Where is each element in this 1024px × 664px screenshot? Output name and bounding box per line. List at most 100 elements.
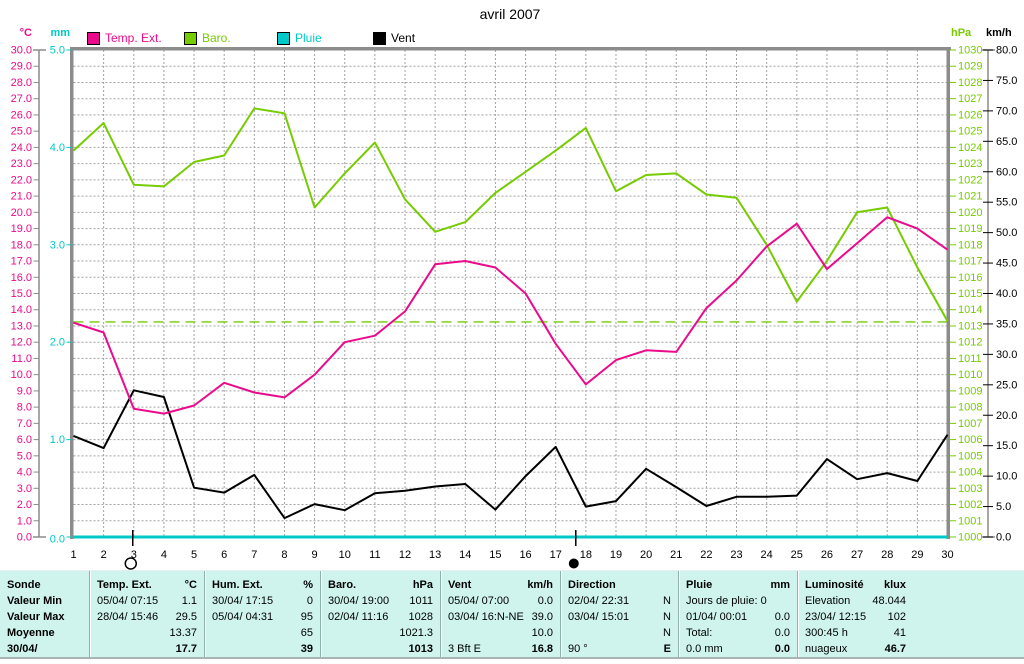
baro-tick-label: 1026 xyxy=(958,109,982,121)
wind-tick-label: 80.0 xyxy=(996,45,1017,57)
day-tick-label: 19 xyxy=(610,549,622,561)
stats-row-label: Sonde xyxy=(7,579,41,591)
day-tick-label: 18 xyxy=(580,549,592,561)
rain-tick-label: 4.0 xyxy=(50,142,65,154)
stats-col-header: Vent km/h xyxy=(448,579,553,591)
stats-cell: 23/04/ 12:15 102 xyxy=(805,611,906,623)
stats-label-column: Sonde Valeur Min Valeur Max Moyenne 30/04/ xyxy=(0,571,89,657)
gridlines xyxy=(73,50,948,537)
day-tick-label: 3 xyxy=(131,549,137,561)
temp-tick-label: 13.0 xyxy=(11,320,32,332)
baro-tick-label: 1002 xyxy=(958,499,982,511)
day-tick-label: 14 xyxy=(459,549,471,561)
wind-tick-label: 65.0 xyxy=(996,136,1017,148)
temp-tick-label: 14.0 xyxy=(11,304,32,316)
day-tick-label: 29 xyxy=(911,549,923,561)
stats-row-label: Moyenne xyxy=(7,627,55,639)
legend-label-temp: Temp. Ext. xyxy=(105,31,162,45)
stats-cell: N xyxy=(663,627,671,639)
day-tick-label: 16 xyxy=(519,549,531,561)
wind-tick-label: 50.0 xyxy=(996,227,1017,239)
stats-column-hum-ext: Hum. Ext.% 30/04/ 17:15 0 05/04/ 04:31 95 65 3… xyxy=(204,571,320,657)
day-tick-label: 22 xyxy=(700,549,712,561)
baro-tick-label: 1030 xyxy=(958,45,982,57)
stats-cell: Total: 0.0 xyxy=(686,627,790,639)
temp-tick-label: 20.0 xyxy=(11,207,32,219)
baro-tick-label: 1000 xyxy=(958,532,982,544)
day-tick-label: 25 xyxy=(791,549,803,561)
baro-tick-label: 1014 xyxy=(958,304,982,316)
stats-cell: 05/04/ 07:00 0.0 xyxy=(448,595,553,607)
baro-tick-label: 1018 xyxy=(958,239,982,251)
day-tick-label: 28 xyxy=(881,549,893,561)
baro-tick-label: 1007 xyxy=(958,418,982,430)
day-tick-label: 5 xyxy=(191,549,197,561)
temp-tick-label: 30.0 xyxy=(11,45,32,57)
day-tick-label: 6 xyxy=(221,549,227,561)
baro-tick-label: 1027 xyxy=(958,93,982,105)
wind-tick-label: 40.0 xyxy=(996,288,1017,300)
temp-tick-label: 6.0 xyxy=(17,434,32,446)
temp-tick-label: 7.0 xyxy=(17,418,32,430)
stats-cell: 3 Bft E 16.8 xyxy=(448,643,553,655)
legend-label-baro: Baro. xyxy=(202,31,231,45)
stats-col-header: Luminosité klux xyxy=(805,579,906,591)
day-tick-label: 8 xyxy=(281,549,287,561)
stats-cell: 28/04/ 15:46 29.5 xyxy=(97,611,197,623)
temp-tick-label: 22.0 xyxy=(11,174,32,186)
vent-series-swatch-icon xyxy=(373,31,386,45)
baro-axis-header: hPa xyxy=(951,27,972,39)
baro-tick-label: 1016 xyxy=(958,272,982,284)
wind-tick-label: 30.0 xyxy=(996,349,1017,361)
stats-col-header: Temp. Ext. °C xyxy=(97,579,197,591)
stats-cell: 90 ° E xyxy=(568,643,671,655)
baro-series-line xyxy=(72,107,949,322)
moon-phase-markers xyxy=(124,530,579,570)
stats-column-vent: Vent km/h 05/04/ 07:00 0.0 03/04/ 16:N-NE 39.… xyxy=(440,571,560,657)
stats-column-temp-ext: Temp. Ext. °C 05/04/ 07:15 1.1 28/04/ 15:46 2… xyxy=(89,571,204,657)
day-tick-label: 30 xyxy=(941,549,953,561)
stats-cell: 1013 xyxy=(408,643,433,655)
baro-series-swatch-icon xyxy=(184,31,197,45)
stats-cell: 1021.3 xyxy=(399,627,433,639)
temp-tick-label: 17.0 xyxy=(11,256,32,268)
stats-cell: 39 xyxy=(300,643,313,655)
stats-cell: 05/04/ 04:31 95 xyxy=(212,611,313,623)
day-tick-label: 9 xyxy=(312,549,318,561)
baro-tick-label: 1021 xyxy=(958,191,982,203)
temp-tick-label: 29.0 xyxy=(11,61,32,73)
day-tick-label: 1 xyxy=(70,549,76,561)
baro-tick-label: 1010 xyxy=(958,369,982,381)
wind-tick-label: 75.0 xyxy=(996,75,1017,87)
day-tick-label: 10 xyxy=(339,549,351,561)
rain-axis: 0.0 1.0 2.0 3.0 4.0 5.0 xyxy=(50,45,72,546)
chart-title: avril 2007 xyxy=(479,6,541,22)
stats-cell: 0.0 mm 0.0 xyxy=(686,643,790,655)
rain-tick-label: 2.0 xyxy=(50,337,65,349)
baro-tick-label: 1022 xyxy=(958,174,982,186)
temp-tick-label: 27.0 xyxy=(11,93,32,105)
stats-cell: 17.7 xyxy=(175,643,197,655)
baro-tick-label: 1005 xyxy=(958,450,982,462)
temp-tick-label: 3.0 xyxy=(17,483,32,495)
temp-tick-label: 26.0 xyxy=(11,109,32,121)
baro-tick-label: 1015 xyxy=(958,288,982,300)
temp-tick-label: 0.0 xyxy=(17,532,32,544)
stats-cell: 02/04/ 11:16 1028 xyxy=(328,611,433,623)
stats-cell: Jours de pluie: 0 xyxy=(686,595,767,607)
stats-table: Sonde Valeur Min Valeur Max Moyenne 30/04/Te… xyxy=(0,570,1024,659)
day-tick-label: 20 xyxy=(640,549,652,561)
day-tick-label: 26 xyxy=(821,549,833,561)
temp-tick-label: 12.0 xyxy=(11,337,32,349)
stats-cell: 03/04/ 15:01 N xyxy=(568,611,671,623)
pluie-series-swatch-icon xyxy=(277,31,290,45)
temp-tick-label: 25.0 xyxy=(11,126,32,138)
legend-item-pluie: Pluie xyxy=(277,31,322,45)
day-axis-labels: 1 2 3 4 5 6 7 8 9 10 11 12 13 14 15 16 17 18 19 20 21 22 23 24 2… xyxy=(70,549,953,561)
new-moon-icon xyxy=(568,558,579,569)
stats-col-header: Direction xyxy=(568,579,616,591)
stats-cell: 300:45 h 41 xyxy=(805,627,906,639)
baro-tick-label: 1019 xyxy=(958,223,982,235)
day-tick-label: 13 xyxy=(429,549,441,561)
day-tick-label: 2 xyxy=(101,549,107,561)
